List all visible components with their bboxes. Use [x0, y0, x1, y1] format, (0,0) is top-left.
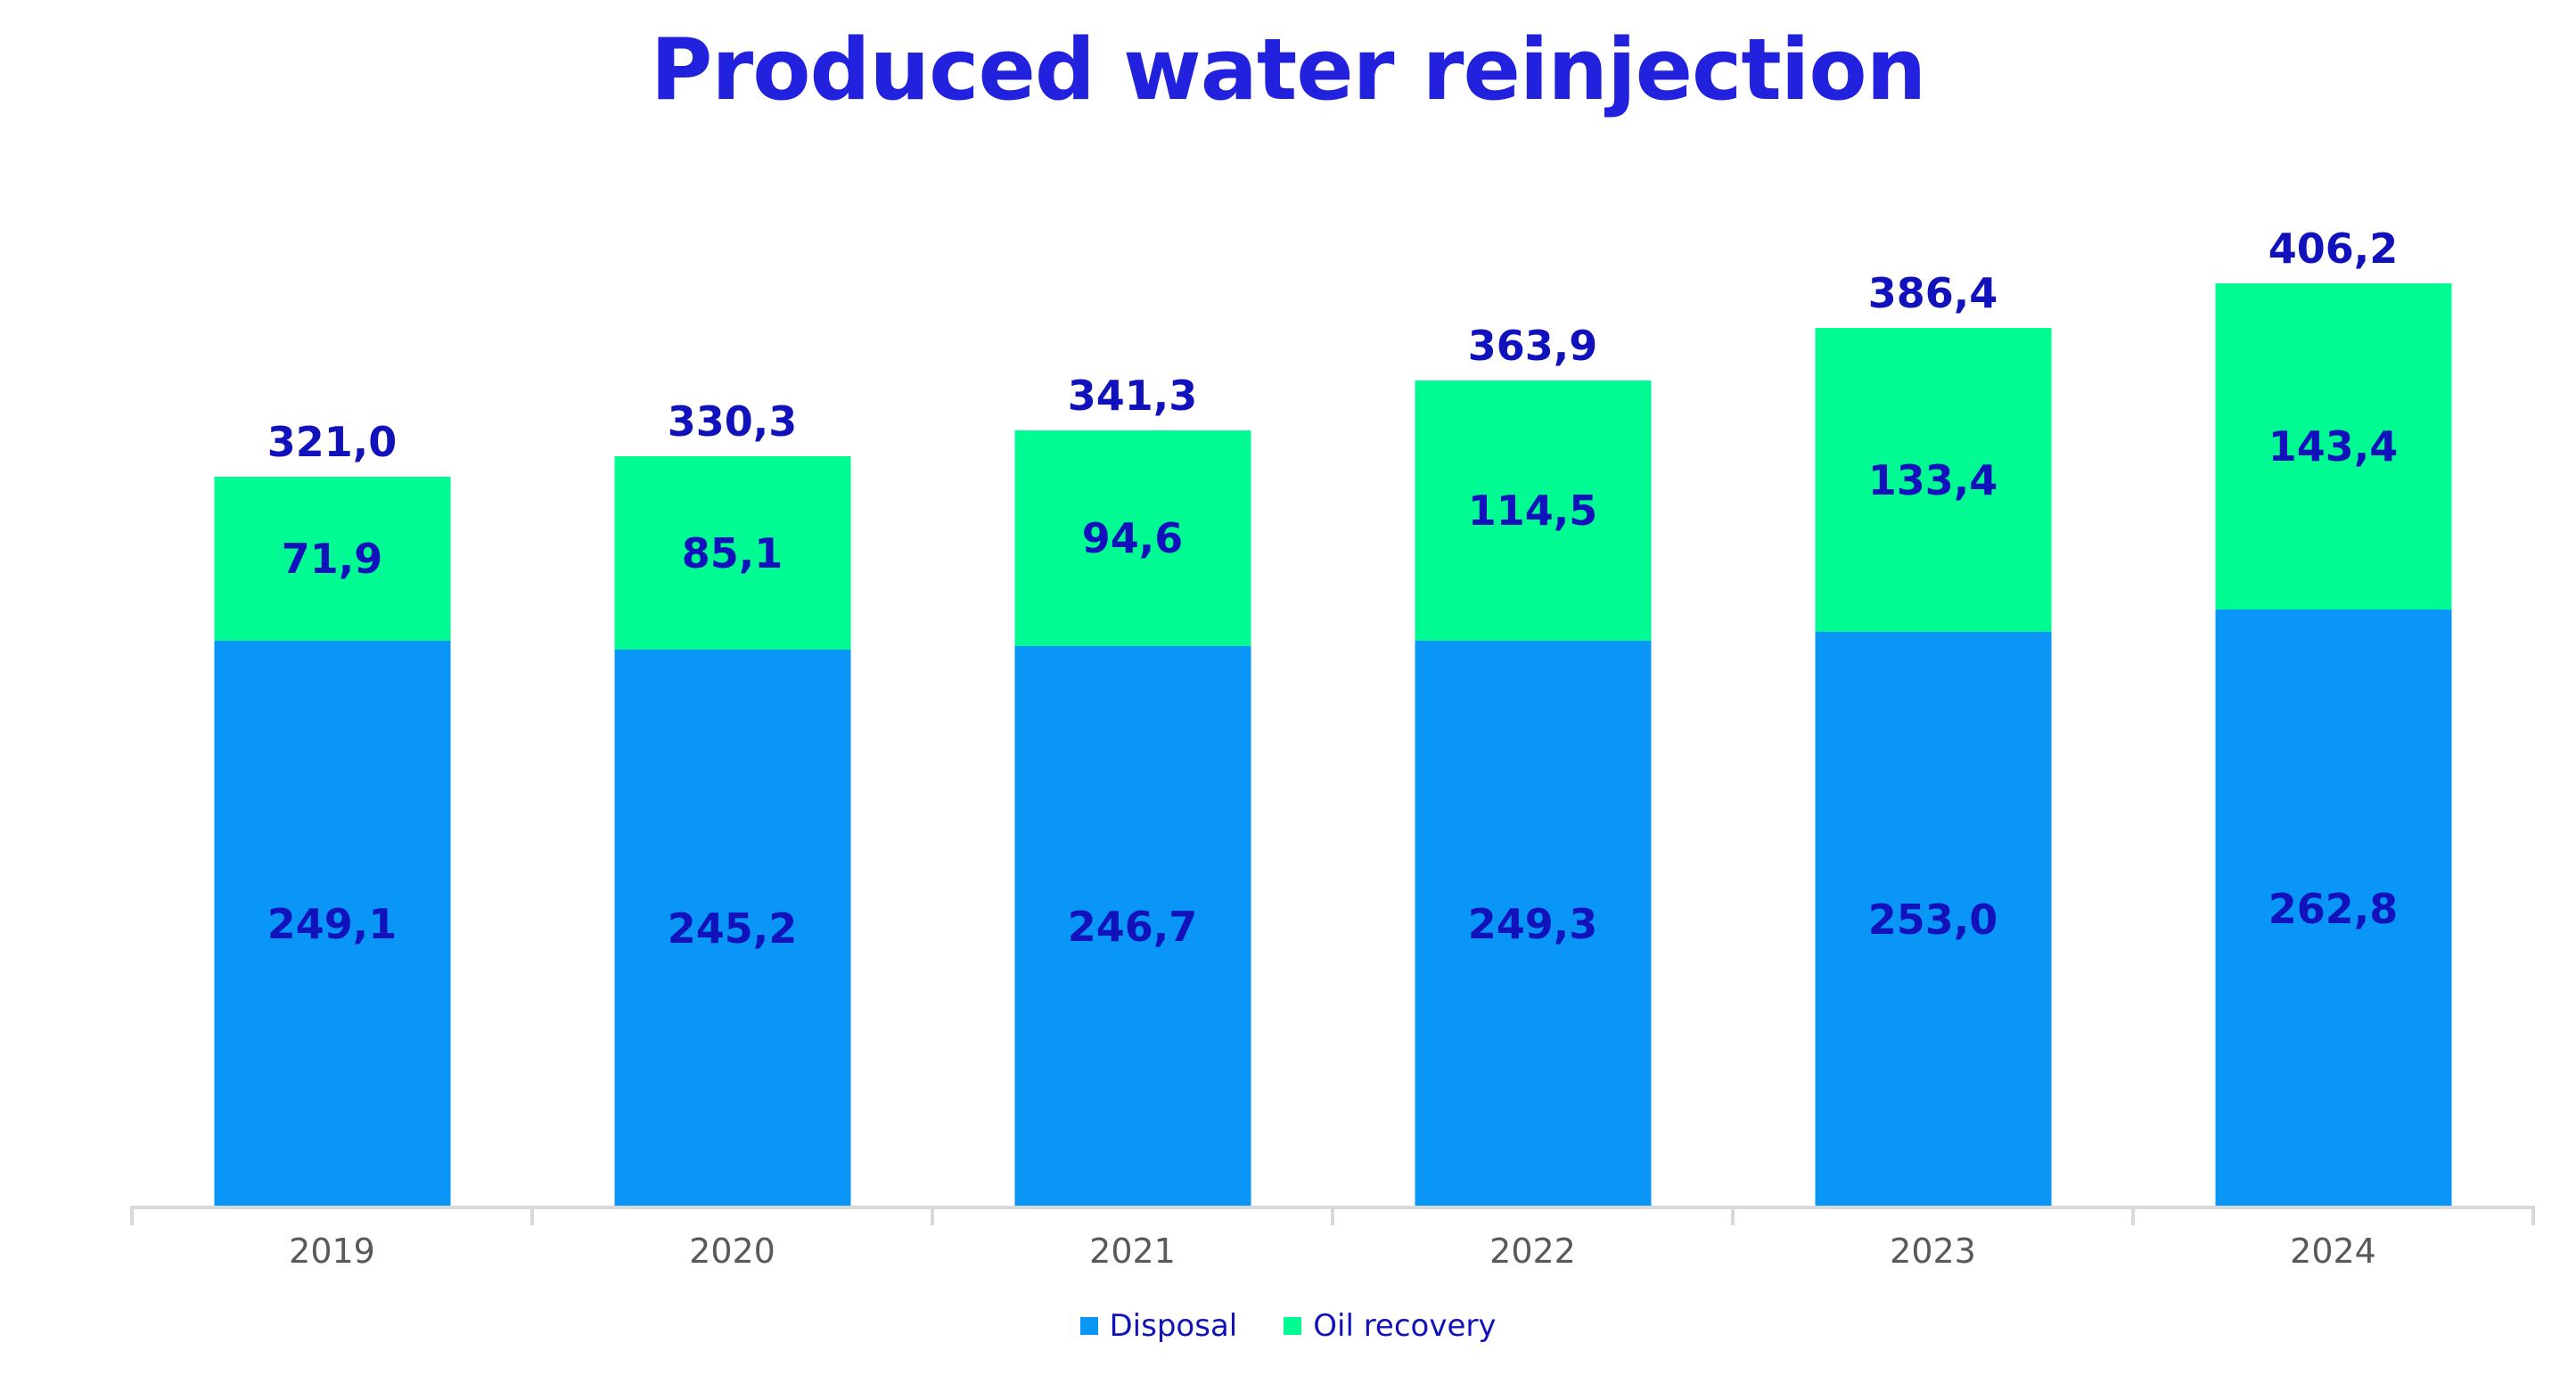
oil-recovery-swatch-icon [1284, 1317, 1302, 1335]
disposal-segment: 249,3 [1415, 641, 1651, 1207]
x-axis-tick [530, 1206, 534, 1225]
bar-group-2022: 114,5 249,3 363,9 [1333, 0, 1733, 1207]
legend-label-disposal: Disposal [1109, 1308, 1238, 1344]
oil-recovery-segment: 114,5 [1415, 381, 1651, 641]
bar-group-2024: 143,4 262,8 406,2 [2133, 0, 2533, 1207]
oil-recovery-value-label: 133,4 [1867, 455, 1998, 504]
disposal-segment: 246,7 [1014, 646, 1251, 1207]
disposal-swatch-icon [1079, 1317, 1098, 1335]
category-axis-labels: 2019 2020 2021 2022 2023 2024 [132, 1232, 2533, 1276]
total-value-label: 363,9 [1467, 322, 1598, 370]
chart-title: Produced water reinjection [650, 21, 1927, 119]
bar-group-2023: 133,4 253,0 386,4 [1733, 0, 2133, 1207]
total-value-label: 330,3 [667, 397, 798, 446]
disposal-value-label: 249,1 [267, 900, 398, 948]
x-axis-tick [2531, 1206, 2535, 1225]
oil-recovery-value-label: 94,6 [1081, 514, 1184, 562]
disposal-value-label: 246,7 [1067, 903, 1198, 951]
oil-recovery-segment: 133,4 [1815, 328, 2051, 632]
disposal-segment: 249,1 [214, 641, 450, 1207]
disposal-value-label: 245,2 [667, 904, 798, 953]
total-value-label: 386,4 [1867, 269, 1998, 317]
oil-recovery-value-label: 85,1 [681, 528, 783, 577]
disposal-segment: 245,2 [614, 650, 850, 1207]
x-axis-tick [130, 1206, 134, 1225]
legend-item-disposal: Disposal [1079, 1308, 1238, 1344]
x-axis-tick [1331, 1206, 1334, 1225]
category-label-2024: 2024 [2290, 1232, 2376, 1271]
total-value-label: 321,0 [267, 418, 398, 466]
oil-recovery-segment: 71,9 [214, 477, 450, 641]
oil-recovery-value-label: 114,5 [1467, 487, 1598, 535]
bar-group-2021: 94,6 246,7 341,3 [932, 0, 1333, 1207]
disposal-value-label: 253,0 [1867, 896, 1998, 944]
bar-group-2019: 71,9 249,1 321,0 [132, 0, 532, 1207]
category-label-2023: 2023 [1890, 1232, 1976, 1271]
legend-label-oil-recovery: Oil recovery [1313, 1308, 1497, 1344]
x-axis-tick [1731, 1206, 1735, 1225]
legend: Disposal Oil recovery [0, 1308, 2576, 1344]
x-axis-tick [2131, 1206, 2135, 1225]
disposal-value-label: 249,3 [1467, 900, 1598, 948]
disposal-value-label: 262,8 [2268, 884, 2399, 933]
category-label-2022: 2022 [1489, 1232, 1576, 1271]
category-label-2019: 2019 [289, 1232, 375, 1271]
disposal-segment: 262,8 [2215, 610, 2451, 1207]
x-axis-tick [931, 1206, 934, 1225]
oil-recovery-segment: 94,6 [1014, 430, 1251, 646]
bar-stack: 114,5 249,3 [1415, 381, 1651, 1207]
legend-item-oil-recovery: Oil recovery [1284, 1308, 1496, 1344]
category-label-2020: 2020 [689, 1232, 775, 1271]
bar-stack: 143,4 262,8 [2215, 283, 2451, 1207]
plot-area: 71,9 249,1 321,0 85,1 245,2 330,3 94,6 246,7 341… [132, 0, 2533, 1207]
bar-stack: 71,9 249,1 [214, 477, 450, 1207]
oil-recovery-value-label: 143,4 [2268, 422, 2399, 471]
bar-stack: 85,1 245,2 [614, 456, 850, 1207]
oil-recovery-segment: 143,4 [2215, 283, 2451, 610]
bar-stack: 94,6 246,7 [1014, 430, 1251, 1207]
total-value-label: 341,3 [1067, 372, 1198, 420]
disposal-segment: 253,0 [1815, 632, 2051, 1207]
total-value-label: 406,2 [2268, 225, 2399, 273]
bar-group-2020: 85,1 245,2 330,3 [532, 0, 932, 1207]
oil-recovery-value-label: 71,9 [281, 535, 383, 583]
oil-recovery-segment: 85,1 [614, 456, 850, 650]
category-label-2021: 2021 [1089, 1232, 1176, 1271]
bar-stack: 133,4 253,0 [1815, 328, 2051, 1207]
